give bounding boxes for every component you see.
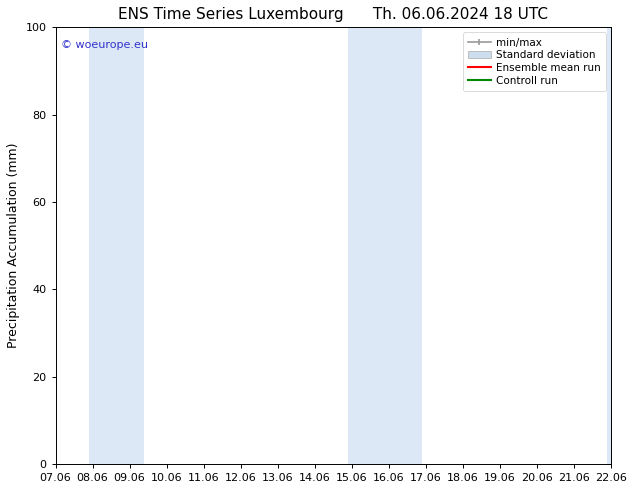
Y-axis label: Precipitation Accumulation (mm): Precipitation Accumulation (mm) — [7, 143, 20, 348]
Bar — [348, 27, 422, 464]
Bar — [89, 27, 145, 464]
Legend: min/max, Standard deviation, Ensemble mean run, Controll run: min/max, Standard deviation, Ensemble me… — [463, 32, 606, 91]
Title: ENS Time Series Luxembourg      Th. 06.06.2024 18 UTC: ENS Time Series Luxembourg Th. 06.06.202… — [119, 7, 548, 22]
Bar — [607, 27, 615, 464]
Text: © woeurope.eu: © woeurope.eu — [61, 40, 148, 50]
